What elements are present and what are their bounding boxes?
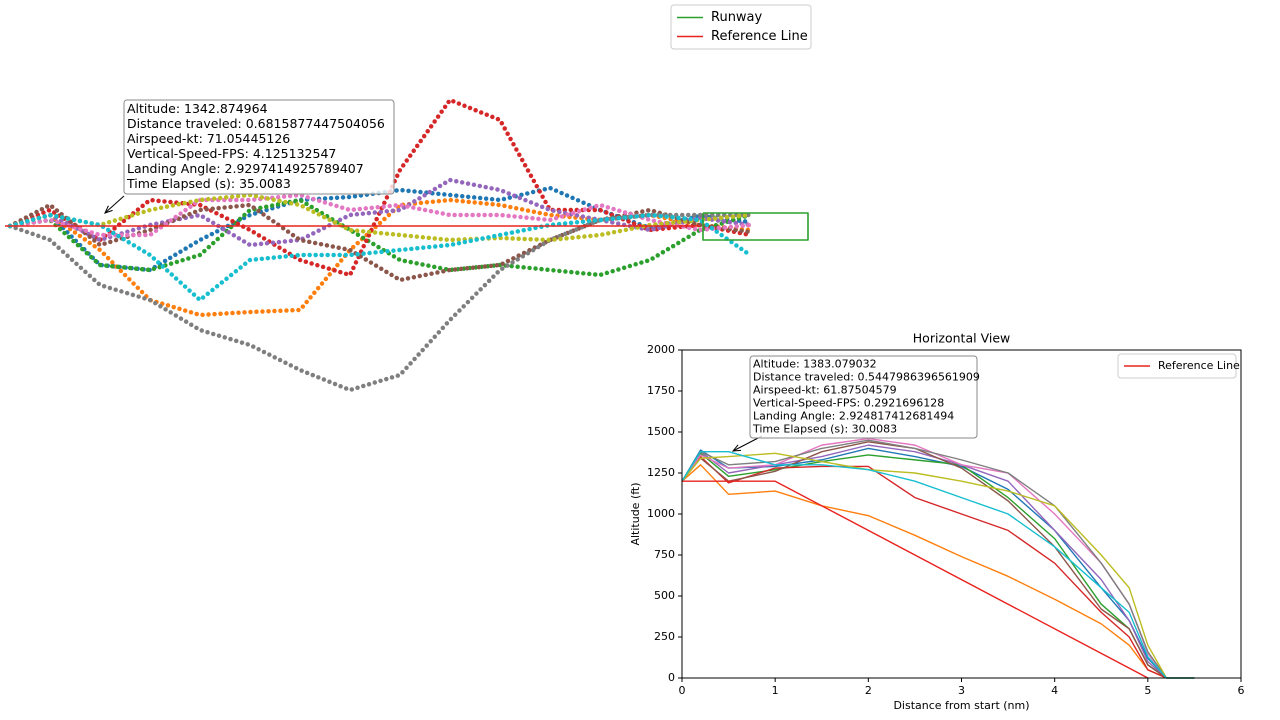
annotation-text: Landing Angle: 2.9297414925789407: [127, 161, 364, 176]
series-line: [7, 202, 753, 283]
x-tick-label: 0: [679, 684, 686, 697]
series-line: [681, 450, 1195, 679]
y-tick-label: 500: [654, 589, 675, 602]
x-axis-label: Distance from start (nm): [893, 699, 1029, 712]
x-tick-label: 3: [958, 684, 965, 697]
annotation-text: Altitude: 1342.874964: [127, 101, 268, 116]
series-line: [7, 212, 753, 303]
annotation-text: Distance traveled: 0.6815877447504056: [127, 116, 385, 131]
annotation-text: Vertical-Speed-FPS: 4.125132547: [127, 146, 336, 161]
y-tick-label: 1500: [647, 425, 675, 438]
series-line: [681, 447, 1195, 679]
y-tick-label: 0: [668, 671, 675, 684]
series-line: [682, 480, 1149, 679]
series-line: [702, 212, 809, 241]
series-line: [7, 192, 753, 238]
annotation-text: Airspeed-kt: 61.87504579: [753, 384, 897, 397]
series-line: [681, 464, 1195, 679]
annotation-text: Landing Angle: 2.924817412681494: [753, 410, 954, 423]
series-line: [681, 439, 1195, 679]
y-tick-label: 750: [654, 548, 675, 561]
legend-label: Reference Line: [1158, 359, 1240, 372]
x-tick-label: 5: [1144, 684, 1151, 697]
series-line: [7, 177, 753, 248]
plot-frame: [681, 349, 1242, 679]
chart-title: Horizontal View: [913, 331, 1010, 346]
x-tick-label: 1: [772, 684, 779, 697]
x-tick-label: 2: [865, 684, 872, 697]
y-tick-label: 2000: [647, 343, 675, 356]
x-tick-label: 6: [1238, 684, 1245, 697]
x-tick-label: 4: [1051, 684, 1058, 697]
series-line: [681, 452, 1195, 679]
series-line: [681, 444, 1195, 679]
series-line: [7, 97, 753, 278]
annotation-text: Altitude: 1383.079032: [753, 358, 877, 371]
annotation-text: Time Elapsed (s): 35.0083: [126, 176, 291, 191]
annotation-arrowhead: [731, 444, 742, 452]
legend-box: [1117, 353, 1237, 379]
annotation-box: [123, 99, 395, 195]
legend-label: Runway: [711, 10, 763, 25]
series-line: [7, 212, 753, 393]
annotation-text: Time Elapsed (s): 30.0083: [752, 423, 897, 436]
y-tick-label: 1750: [647, 384, 675, 397]
annotation-text: Airspeed-kt: 71.05445126: [127, 131, 290, 146]
legend-label: Reference Line: [711, 29, 808, 44]
annotation-box: [749, 355, 978, 439]
y-axis-label: Altitude (ft): [629, 482, 642, 545]
annotation-text: Distance traveled: 0.5447986396561909: [753, 371, 980, 384]
series-line: [7, 192, 753, 243]
y-tick-label: 1250: [647, 466, 675, 479]
series-line: [7, 197, 753, 278]
annotation-arrow: [104, 195, 125, 214]
series-line: [681, 452, 1195, 679]
annotation-text: Vertical-Speed-FPS: 0.2921696128: [753, 397, 944, 410]
y-tick-label: 250: [654, 630, 675, 643]
annotation-arrowhead: [104, 205, 113, 214]
y-tick-label: 1000: [647, 507, 675, 520]
series-line: [681, 441, 1195, 679]
legend-box: [670, 4, 812, 50]
